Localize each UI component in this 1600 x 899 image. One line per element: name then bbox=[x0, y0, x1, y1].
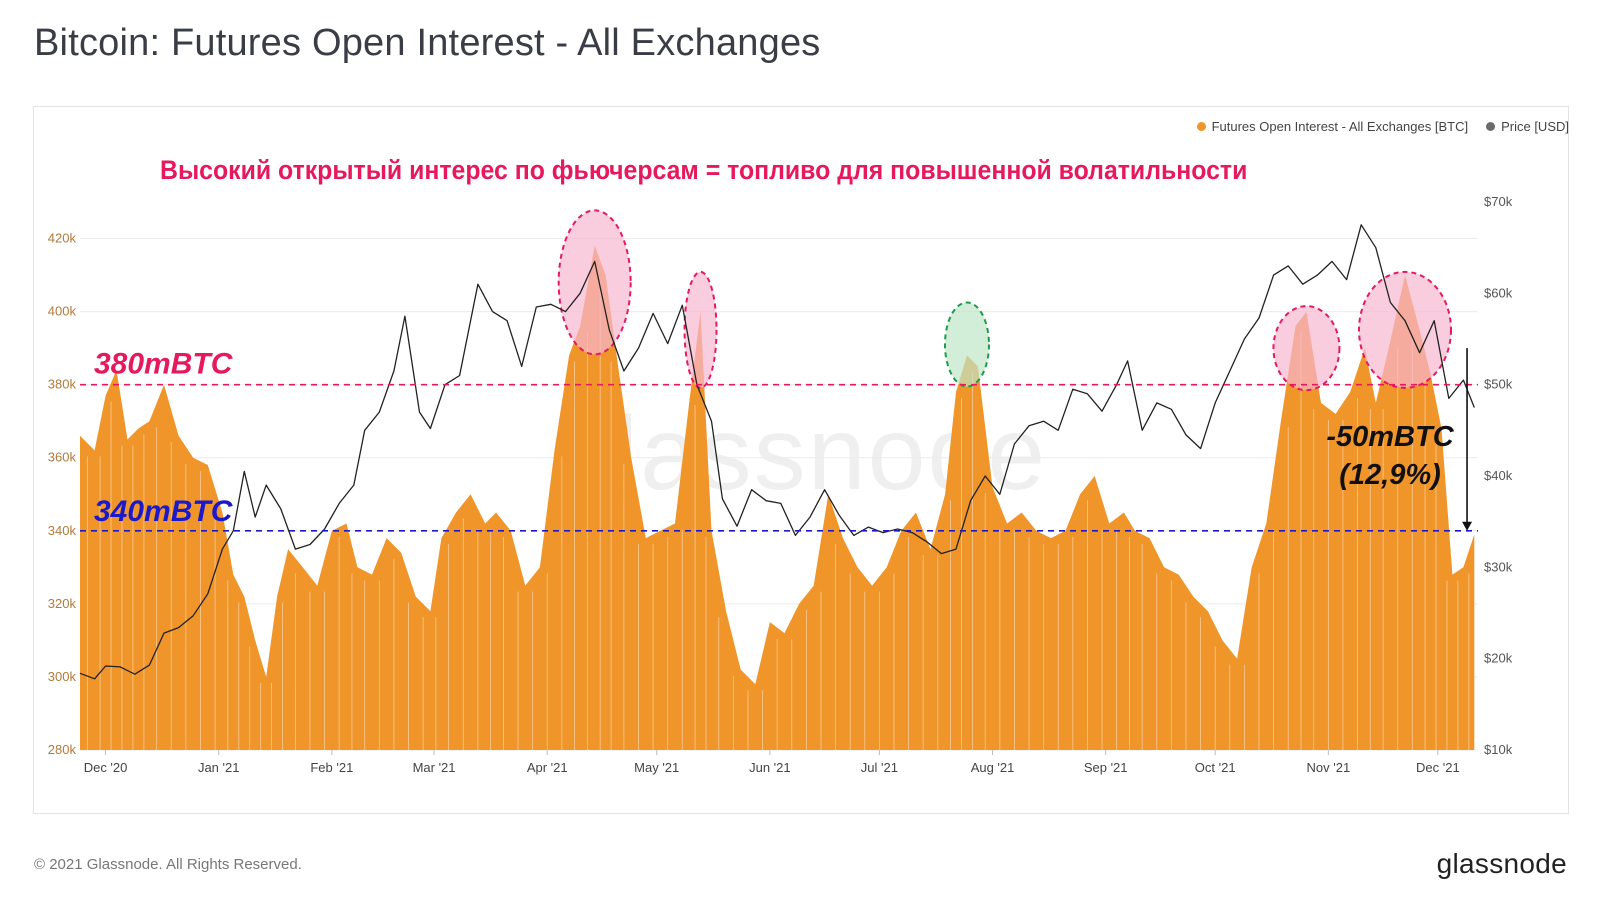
y-right-tick-label: $50k bbox=[1484, 377, 1513, 392]
glassnode-logo[interactable]: glassnode bbox=[1436, 848, 1567, 879]
annotation-headline: Высокий открытый интерес по фьючерсам = … bbox=[160, 155, 1248, 185]
drop-arrow-head bbox=[1462, 521, 1473, 531]
legend-item-price[interactable]: Price [USD] bbox=[1486, 119, 1569, 134]
x-tick-label: Feb '21 bbox=[310, 760, 353, 775]
legend-label-oi: Futures Open Interest - All Exchanges [B… bbox=[1211, 119, 1469, 134]
y-left-tick-label: 400k bbox=[48, 304, 77, 319]
x-tick-label: Jan '21 bbox=[198, 760, 240, 775]
x-tick-label: Sep '21 bbox=[1084, 760, 1128, 775]
chart-legend: Futures Open Interest - All Exchanges [B… bbox=[1196, 119, 1569, 134]
y-left-tick-label: 340k bbox=[48, 523, 77, 538]
y-left-tick-label: 300k bbox=[48, 669, 77, 684]
y-right-tick-label: $10k bbox=[1484, 742, 1513, 757]
x-tick-label: Oct '21 bbox=[1195, 760, 1236, 775]
page-title: Bitcoin: Futures Open Interest - All Exc… bbox=[34, 22, 821, 64]
x-tick-label: May '21 bbox=[634, 760, 679, 775]
y-right-tick-label: $40k bbox=[1484, 468, 1513, 483]
highlight-ellipse bbox=[1272, 305, 1341, 392]
legend-dot-oi bbox=[1196, 122, 1206, 131]
highlight-ellipse bbox=[1357, 270, 1452, 389]
y-right-tick-label: $30k bbox=[1484, 559, 1513, 574]
y-left-tick-label: 280k bbox=[48, 742, 77, 757]
drop-label: -50mBTC bbox=[1326, 421, 1454, 453]
y-left-tick-label: 320k bbox=[48, 596, 77, 611]
level-340-label: 340mBTC bbox=[94, 495, 234, 528]
highlight-ellipse bbox=[683, 270, 718, 389]
y-left-tick-label: 380k bbox=[48, 377, 77, 392]
legend-item-oi[interactable]: Futures Open Interest - All Exchanges [B… bbox=[1196, 119, 1469, 134]
highlight-ellipse bbox=[557, 209, 632, 356]
y-right-tick-label: $20k bbox=[1484, 651, 1513, 666]
x-tick-label: Aug '21 bbox=[971, 760, 1015, 775]
x-tick-label: Mar '21 bbox=[413, 760, 456, 775]
y-left-tick-label: 420k bbox=[48, 231, 77, 246]
x-tick-label: Apr '21 bbox=[527, 760, 568, 775]
y-right-tick-label: $70k bbox=[1484, 194, 1513, 209]
highlight-ellipse bbox=[943, 301, 990, 388]
chart-panel bbox=[33, 106, 1569, 814]
oi-area bbox=[80, 245, 1475, 751]
x-tick-label: Jul '21 bbox=[861, 760, 898, 775]
x-tick-label: Jun '21 bbox=[749, 760, 791, 775]
legend-label-price: Price [USD] bbox=[1501, 119, 1569, 134]
y-left-tick-label: 360k bbox=[48, 450, 77, 465]
drop-pct-label: (12,9%) bbox=[1339, 459, 1441, 491]
x-tick-label: Nov '21 bbox=[1307, 760, 1351, 775]
y-right-tick-label: $60k bbox=[1484, 285, 1513, 300]
copyright-text: © 2021 Glassnode. All Rights Reserved. bbox=[34, 856, 302, 873]
legend-dot-price bbox=[1486, 122, 1496, 131]
level-380-label: 380mBTC bbox=[94, 348, 234, 381]
x-tick-label: Dec '21 bbox=[1416, 760, 1460, 775]
x-tick-label: Dec '20 bbox=[84, 760, 128, 775]
price-line bbox=[79, 224, 1475, 680]
